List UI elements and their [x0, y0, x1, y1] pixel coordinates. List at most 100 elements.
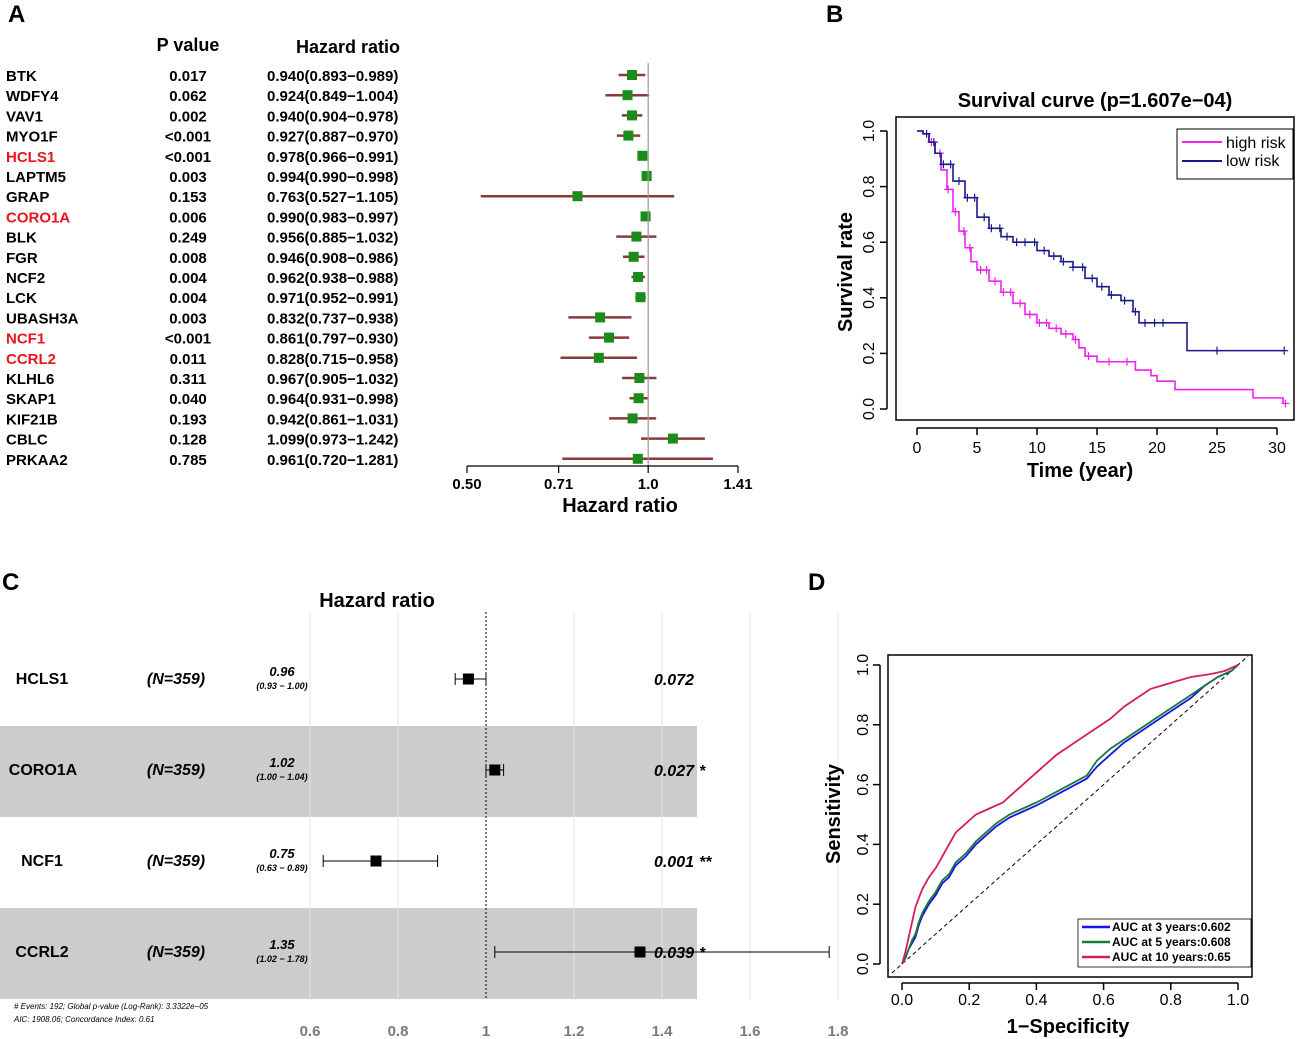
a-gene-label: MYO1F — [6, 129, 58, 146]
a-x-tick-label: 1.0 — [638, 476, 659, 493]
a-gene-label: PRKAA2 — [6, 452, 68, 469]
b-censor-mark — [1120, 296, 1129, 305]
b-censor-mark — [955, 177, 963, 186]
a-p-value: 0.003 — [169, 169, 207, 186]
b-y-tick-label: 0.8 — [861, 175, 878, 197]
c-ci-label: (0.93 − 1.00) — [256, 681, 307, 691]
a-p-value: 0.017 — [169, 68, 207, 85]
c-title: Hazard ratio — [319, 590, 435, 612]
b-censor-mark — [1141, 318, 1149, 327]
d-x-tick-label: 0.0 — [891, 992, 913, 1009]
c-p-value: 0.027 — [654, 763, 695, 780]
b-y-tick-label: 0.6 — [861, 231, 878, 253]
c-x-tick-label: 1.6 — [740, 1023, 761, 1039]
b-censor-mark — [1280, 346, 1289, 355]
b-censor-mark — [1071, 335, 1080, 344]
a-p-value: 0.153 — [169, 189, 207, 206]
a-hr-point — [633, 393, 644, 404]
a-gene-label: KLHL6 — [6, 371, 54, 388]
c-n-label: (N=359) — [147, 762, 205, 779]
a-p-value: 0.003 — [169, 310, 207, 327]
a-hr-point — [595, 312, 606, 323]
c-gene-label: CCRL2 — [15, 944, 68, 961]
a-hr-text: 0.964(0.931−0.998) — [267, 391, 398, 408]
panel-d: 1−Specificity Sensitivity 0.00.00.20.20.… — [823, 654, 1253, 1038]
a-hr-text: 0.763(0.527−1.105) — [267, 189, 398, 206]
a-p-value: 0.311 — [170, 371, 207, 388]
b-censor-mark — [970, 193, 979, 202]
a-p-value: <0.001 — [165, 331, 211, 348]
a-hr-text: 0.828(0.715−0.958) — [267, 351, 398, 368]
a-hr-point — [604, 332, 615, 343]
d-curves — [891, 655, 1249, 974]
b-censor-mark — [1159, 318, 1167, 327]
a-gene-label: BLK — [6, 230, 37, 247]
b-y-tick-label: 1.0 — [861, 120, 878, 142]
a-hr-point — [623, 130, 634, 141]
b-y-tick-label: 0.4 — [861, 287, 878, 309]
a-gene-label: KIF21B — [6, 411, 58, 428]
b-x-tick-label: 5 — [973, 440, 982, 457]
a-hr-text: 0.956(0.885−1.032) — [267, 230, 398, 247]
a-hr-point — [572, 191, 583, 202]
a-gene-label: VAV1 — [6, 108, 43, 125]
a-hr-text: 0.978(0.966−0.991) — [267, 149, 398, 166]
b-censor-mark — [1059, 257, 1068, 266]
d-legend-label-10y: AUC at 10 years:0.65 — [1112, 950, 1231, 964]
c-x-tick-label: 1.4 — [652, 1023, 674, 1039]
b-censor-mark — [1131, 307, 1140, 316]
a-gene-label: CCRL2 — [6, 351, 56, 368]
b-censor-mark — [922, 129, 931, 138]
d-y-tick-label: 1.0 — [855, 654, 872, 676]
c-row-band — [0, 726, 697, 817]
b-censor-mark — [959, 227, 968, 236]
b-censor-mark — [944, 185, 953, 194]
a-hr-point — [640, 211, 651, 222]
b-x-axis-title: Time (year) — [1027, 460, 1133, 482]
a-p-value: 0.008 — [169, 250, 207, 267]
a-hr-text: 0.961(0.720−1.281) — [267, 452, 398, 469]
d-plot-frame — [887, 654, 1253, 978]
b-legend-box — [1176, 128, 1294, 180]
b-x-tick-label: 0 — [913, 440, 922, 457]
b-legend: high risk low risk — [1176, 128, 1294, 180]
a-hr-point — [635, 292, 646, 303]
b-censor-mark — [1012, 238, 1021, 247]
a-hr-point — [633, 272, 644, 282]
c-hr-label: 1.35 — [269, 937, 295, 952]
b-censor-mark — [1123, 357, 1131, 366]
d-x-tick-label: 0.4 — [1025, 992, 1047, 1009]
a-gene-label: GRAP — [6, 189, 49, 206]
c-hr-point — [489, 764, 501, 776]
b-censor-mark — [1042, 318, 1051, 327]
b-x-tick-label: 25 — [1208, 440, 1226, 457]
a-hr-text: 0.861(0.797−0.930) — [267, 331, 398, 348]
b-censor-mark — [1150, 318, 1159, 327]
b-title: Survival curve (p=1.607e−04) — [958, 90, 1233, 112]
b-censor-mark — [987, 224, 996, 233]
b-censor-mark — [999, 288, 1008, 297]
a-hr-text: 0.946(0.908−0.986) — [267, 250, 398, 267]
a-x-tick-label: 1.41 — [723, 476, 752, 493]
d-x-tick-label: 0.8 — [1160, 992, 1182, 1009]
c-significance-stars: * — [699, 763, 706, 780]
a-p-value: 0.011 — [170, 351, 207, 368]
a-gene-label: SKAP1 — [6, 391, 56, 408]
c-hr-label: 1.02 — [269, 755, 295, 770]
panel-b: Survival curve (p=1.607e−04) Time (year)… — [835, 90, 1295, 482]
a-gene-label: LAPTM5 — [6, 169, 66, 186]
d-x-tick-label: 0.6 — [1092, 992, 1114, 1009]
b-censor-mark — [1030, 238, 1039, 247]
b-censor-mark — [1006, 288, 1015, 297]
d-y-tick-label: 0.8 — [855, 714, 872, 736]
a-p-value: 0.040 — [169, 391, 207, 408]
a-hr-text: 0.942(0.861−1.031) — [267, 411, 398, 428]
a-gene-label: WDFY4 — [6, 88, 59, 105]
a-hr-text: 0.924(0.849−1.004) — [267, 88, 398, 105]
b-censor-mark — [1016, 299, 1025, 308]
a-hr-point — [628, 251, 639, 262]
c-x-tick-label: 0.8 — [388, 1023, 409, 1039]
a-gene-label: LCK — [6, 290, 37, 307]
a-hr-point — [622, 90, 633, 101]
